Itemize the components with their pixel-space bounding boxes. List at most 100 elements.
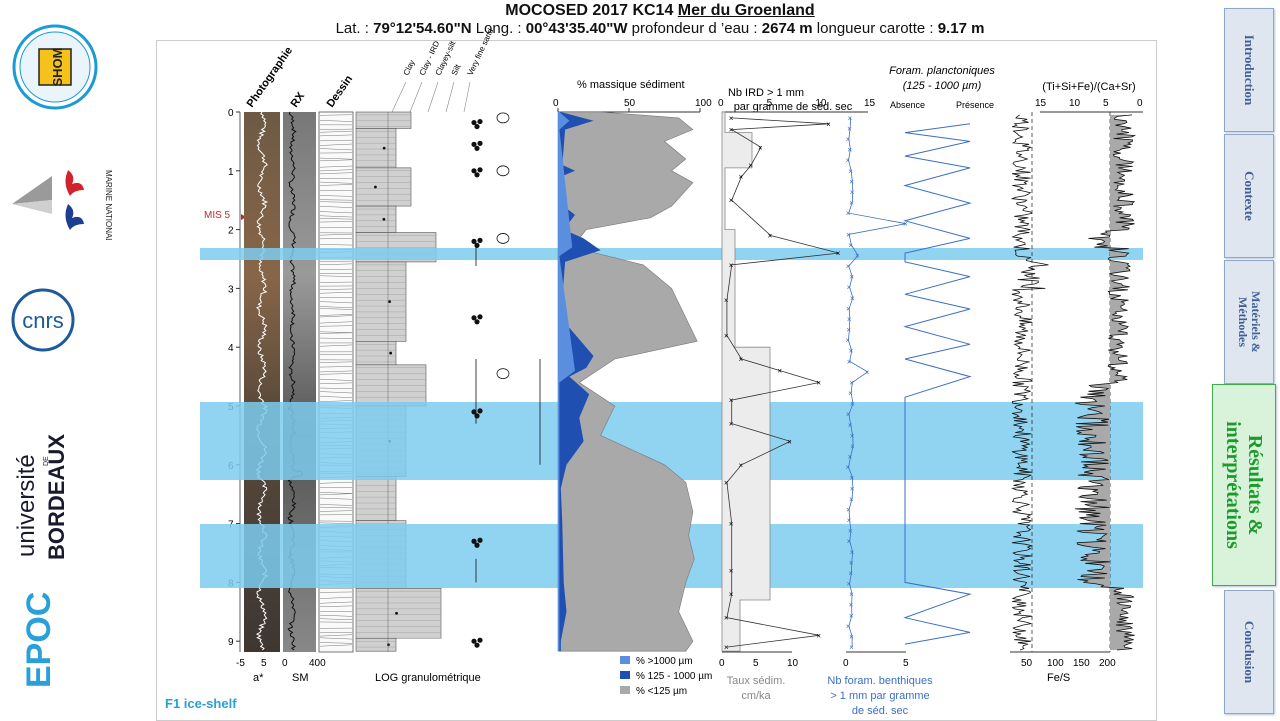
nav-tab-introduction[interactable]: Introduction [1224,8,1274,132]
depth-tick-label: 1 [228,167,234,178]
benthic-label-2: > 1 mm par gramme [830,690,929,702]
benthic-point: × [847,537,852,546]
legend-swatch [620,671,630,679]
benthic-point: × [846,410,851,419]
ird-symbol [474,146,479,151]
legend-label: % >1000 µm [636,656,693,667]
benthic-point: × [846,326,851,335]
benthic-point: × [846,262,851,271]
benthic-point: × [850,400,855,409]
ird-point: × [729,114,734,123]
benthic-point: × [850,548,855,557]
depth-tick-label: 3 [228,284,234,295]
plank-presence-label: Présence [956,100,994,110]
benthic-point: × [848,453,853,462]
ird-tick-label: 0 [718,98,724,109]
nav-label: Contexte [1241,171,1257,221]
ird-symbol [477,408,482,413]
sed-label: Taux sédim. [727,675,786,687]
ird-symbol [474,124,479,129]
log-block [356,128,396,167]
benthic-point: × [847,516,852,525]
legend-swatch [620,686,630,694]
nav-tab-resultats[interactable]: Résultats & interprétations [1212,384,1276,586]
mass-fine-area [558,112,697,651]
benthic-label-3: de séd. sec [852,705,909,717]
benthic-point: × [848,527,853,536]
highlight-band-1 [200,248,1143,260]
ird-point: × [768,231,773,240]
benthic-point: × [849,601,854,610]
ird-point: × [724,614,729,623]
benthic-point: × [865,368,870,377]
astar-tick: 5 [261,658,267,669]
benthic-point: × [850,474,855,483]
ird-point: × [738,461,743,470]
nav-label: Résultats & interprétations [1222,385,1266,585]
benthic-point: × [848,241,853,250]
mass-tick-label: 50 [624,98,636,109]
benthic-point: × [850,442,855,451]
grain-label-leader [446,82,454,112]
benthic-point: × [849,177,854,186]
ird-point: × [729,396,734,405]
ird-point: × [787,437,792,446]
log-dot [383,147,386,150]
grain-label-leader [464,82,470,112]
grain-label: Clay [402,59,417,77]
sm-tick: 400 [309,658,326,669]
log-axis-label: LOG granulométrique [375,672,481,684]
mass-legend: % >1000 µm% 125 - 1000 µm% <125 µm [620,656,712,697]
ird-symbol [477,141,482,146]
benthic-point: × [849,347,854,356]
ratio-tick-label: 5 [1103,98,1109,109]
ird-point: × [738,173,743,182]
foram-symbol [497,369,509,379]
col-photo-label: Photographie [245,45,295,110]
ird-point: × [724,478,729,487]
benthic-point: × [849,643,854,652]
grain-label-leader [428,82,438,112]
log-dot [382,218,385,221]
legend-label: % <125 µm [636,686,687,697]
benthic-point: × [849,273,854,282]
nav-tab-materiels-methodes[interactable]: Matériels & Méthodes [1224,260,1274,384]
benthic-point: × [846,505,851,514]
ird-symbol [474,172,479,177]
grain-label-leader [410,82,422,112]
plank-title-2: (125 - 1000 µm) [903,80,982,92]
benthic-point: × [849,590,854,599]
benthic-point: × [849,495,854,504]
nav-label: Conclusion [1241,621,1257,683]
ird-point: × [826,120,831,129]
benthic-label: Nb foram. benthiques [827,675,933,687]
benthic-point: × [850,294,855,303]
sed-label-2: cm/ka [741,690,771,702]
ird-point: × [729,567,734,576]
benthic-point: × [849,378,854,387]
legend-swatch [620,656,630,664]
log-block [356,206,396,232]
ird-point: × [724,643,729,652]
nav-tab-contexte[interactable]: Contexte [1224,134,1274,258]
ird-point: × [816,378,821,387]
ird-point: × [748,161,753,170]
log-block [356,477,396,521]
benthic-point: × [847,283,852,292]
ird-point: × [836,249,841,258]
fes-tick-label: 150 [1073,658,1090,669]
benthic-point: × [847,124,852,133]
fes-tick-label: 100 [1047,658,1064,669]
ird-point: × [777,367,782,376]
benthic-point: × [849,632,854,641]
ird-symbol [477,314,482,319]
ird-symbol [474,543,479,548]
astar-tick: -5 [236,658,245,669]
nav-tab-conclusion[interactable]: Conclusion [1224,590,1274,714]
benthic-point: × [847,146,852,155]
mass-tick-label: 100 [695,98,712,109]
sed-tick-label: 0 [719,658,725,669]
foram-symbol [497,166,509,176]
benthic-point: × [847,315,852,324]
